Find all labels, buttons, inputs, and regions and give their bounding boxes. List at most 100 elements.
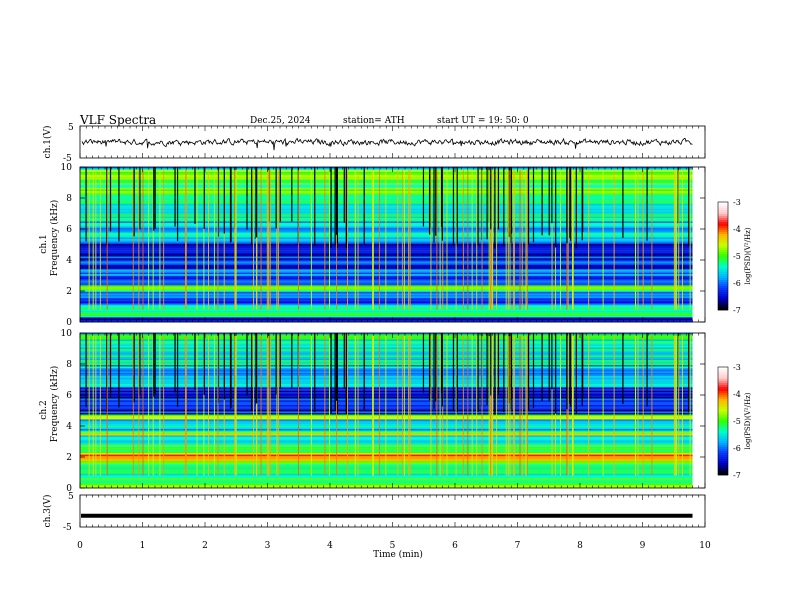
impulse-streak	[142, 336, 144, 476]
impulse-streak	[689, 170, 691, 310]
impulse-streak	[148, 170, 150, 310]
impulse-streak	[490, 167, 492, 230]
colorbar-segment	[718, 387, 728, 390]
impulse-streak	[505, 336, 507, 476]
impulse-streak	[196, 170, 198, 310]
impulse-streak	[335, 333, 338, 401]
impulse-streak	[194, 333, 196, 390]
impulse-streak	[622, 333, 624, 404]
impulse-streak	[491, 336, 493, 476]
impulse-streak	[118, 333, 120, 408]
impulse-streak	[492, 336, 494, 476]
impulse-streak	[85, 333, 87, 408]
impulse-streak	[138, 336, 140, 476]
colorbar-segment	[718, 302, 728, 305]
impulse-streak	[422, 167, 425, 227]
impulse-streak	[572, 336, 574, 476]
impulse-streak	[106, 170, 108, 310]
impulse-streak	[203, 336, 205, 476]
colorbar-segment	[718, 425, 728, 428]
colorbar-segment	[718, 260, 728, 263]
colorbar-segment	[718, 467, 728, 470]
impulse-streak	[602, 170, 604, 310]
colorbar-segment	[718, 230, 728, 233]
colorbar-segment	[718, 377, 728, 380]
impulse-streak	[456, 167, 458, 247]
impulse-streak	[646, 167, 648, 241]
colorbar-segment	[718, 437, 728, 440]
xtick-label: 9	[640, 541, 646, 551]
impulse-streak	[268, 336, 270, 476]
ytick-label: 8	[66, 360, 72, 370]
spectrogram-row	[80, 483, 693, 486]
ch1-ytick-bottom: -5	[63, 154, 72, 164]
impulse-streak	[513, 170, 515, 310]
impulse-streak	[207, 170, 209, 310]
impulse-streak	[446, 170, 448, 310]
no-data-region	[692, 167, 705, 322]
impulse-streak	[674, 170, 676, 310]
impulse-streak	[613, 170, 615, 310]
colorbar-segment	[718, 417, 728, 420]
spectrogram-row	[80, 480, 693, 482]
colorbar-segment	[718, 391, 728, 394]
ch2-spectrogram-panel: ch.2 Frequency (kHz) 0 2 4 6 8 10	[39, 329, 706, 494]
impulse-streak	[555, 167, 557, 248]
colorbar-segment	[718, 234, 728, 237]
xtick-label: 4	[327, 541, 333, 551]
impulse-streak	[196, 336, 198, 476]
colorbar-segment	[718, 429, 728, 432]
time-axis: 0 1 2 3 4 5 6 7 8 9 10	[77, 126, 711, 551]
impulse-streak	[508, 167, 510, 238]
impulse-streak	[152, 170, 154, 310]
colorbar-segment	[718, 222, 728, 225]
colorbar-segment	[718, 214, 728, 217]
impulse-streak	[513, 170, 515, 310]
ytick-label: 8	[66, 194, 72, 204]
impulse-streak	[429, 333, 431, 395]
impulse-streak	[223, 333, 225, 400]
impulse-streak	[99, 170, 101, 310]
colorbar-segment	[718, 212, 728, 215]
impulse-streak	[497, 333, 500, 396]
colorbar-segment	[718, 238, 728, 241]
impulse-streak	[560, 336, 561, 476]
impulse-streak	[255, 333, 257, 405]
colorbar-segment	[718, 379, 728, 382]
colorbar-segment	[718, 254, 728, 257]
impulse-streak	[486, 167, 488, 240]
impulse-streak	[314, 167, 316, 247]
ch1-spec-channel-label: ch.1	[39, 234, 49, 253]
impulse-streak	[132, 170, 134, 310]
colorbar-segment	[718, 463, 728, 466]
impulse-streak	[213, 336, 215, 476]
impulse-streak	[462, 336, 464, 476]
ytick-label: 0	[66, 484, 72, 494]
impulse-streak	[279, 167, 281, 222]
colorbar-segment	[718, 278, 728, 281]
colorbar-segment	[718, 248, 728, 251]
impulse-streak	[256, 333, 258, 404]
impulse-streak	[429, 167, 431, 229]
impulse-streak	[279, 333, 281, 388]
impulse-streak	[275, 333, 277, 395]
impulse-streak	[532, 333, 535, 409]
impulse-streak	[508, 333, 510, 404]
impulse-streak	[138, 170, 140, 310]
impulse-streak	[525, 336, 527, 476]
colorbar-segment	[718, 262, 728, 265]
impulse-streak	[385, 336, 387, 476]
impulse-streak	[207, 336, 209, 476]
impulse-streak	[268, 170, 270, 310]
ch1-spec-yticks: 0 2 4 6 8 10	[61, 163, 705, 328]
colorbar-segment	[718, 373, 728, 376]
impulse-streak	[176, 333, 179, 407]
colorbar-tick-label: -4	[733, 225, 741, 234]
impulse-streak	[548, 333, 550, 402]
ytick-label: 10	[61, 329, 73, 339]
impulse-streak	[456, 333, 458, 413]
impulse-streak	[310, 170, 312, 310]
colorbar-segment	[718, 401, 728, 404]
ch3-volt-ylabel: ch.3(V)	[42, 495, 53, 528]
impulse-streak	[688, 167, 690, 247]
